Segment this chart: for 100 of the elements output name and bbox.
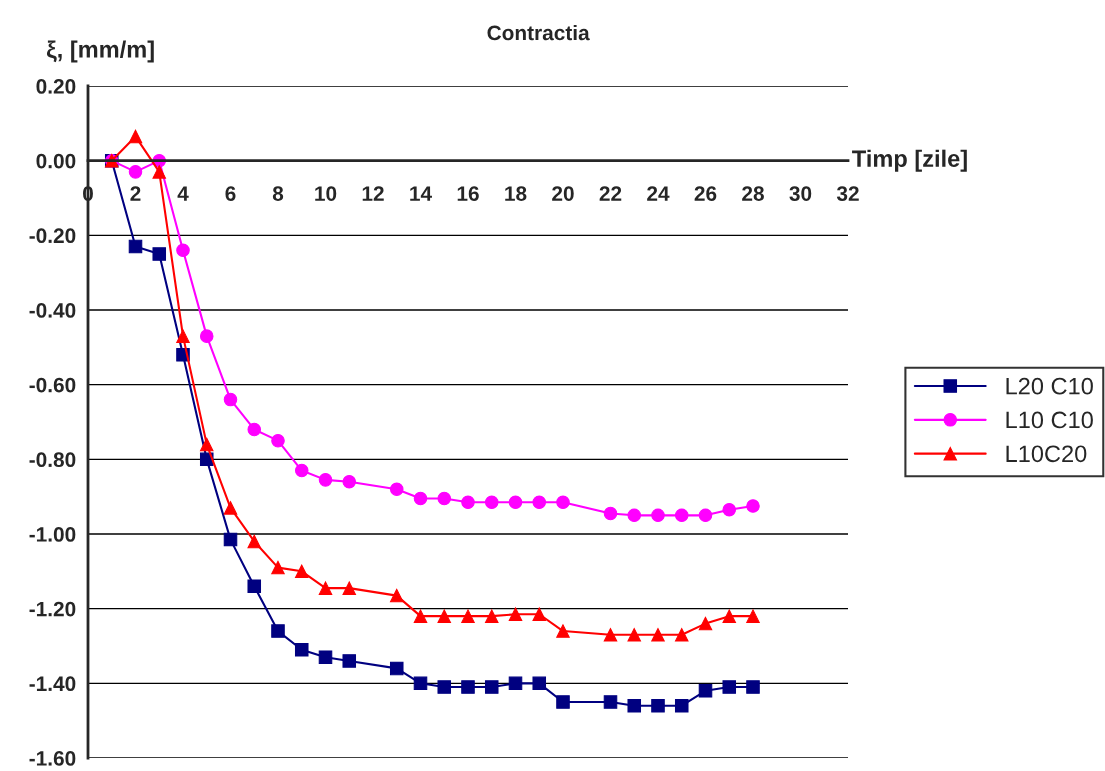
point bbox=[674, 508, 689, 523]
point bbox=[627, 628, 642, 642]
point bbox=[294, 463, 309, 478]
point bbox=[128, 165, 143, 179]
point bbox=[532, 676, 547, 691]
point bbox=[271, 433, 285, 448]
point bbox=[342, 474, 357, 489]
x-tick-label: 30 bbox=[789, 186, 812, 201]
point bbox=[413, 609, 428, 623]
point bbox=[413, 491, 428, 506]
point bbox=[556, 624, 570, 638]
point bbox=[603, 506, 618, 521]
point bbox=[437, 680, 452, 694]
point bbox=[223, 532, 238, 547]
point bbox=[651, 628, 665, 642]
y-axis-title: ξ, [mm/m] bbox=[46, 40, 154, 63]
point bbox=[532, 607, 547, 622]
point bbox=[247, 534, 262, 549]
point bbox=[627, 508, 642, 523]
point bbox=[247, 579, 262, 594]
x-tick-label: 22 bbox=[599, 186, 622, 201]
x-axis-title: Timp [zile] bbox=[852, 149, 967, 172]
point bbox=[413, 676, 428, 691]
legend-label: L10C20 bbox=[1006, 445, 1087, 463]
point bbox=[128, 239, 143, 254]
x-tick-label: 4 bbox=[177, 186, 189, 201]
x-tick-label: 32 bbox=[836, 186, 859, 201]
point bbox=[674, 628, 689, 642]
point bbox=[746, 680, 760, 694]
point bbox=[294, 642, 309, 657]
point bbox=[746, 609, 760, 623]
y-tick-label: -1.40 bbox=[29, 676, 76, 692]
x-tick-label: 28 bbox=[742, 186, 764, 201]
point bbox=[437, 491, 452, 506]
point bbox=[389, 588, 404, 603]
point bbox=[532, 495, 547, 510]
y-tick-label: 0.20 bbox=[36, 79, 76, 94]
point bbox=[199, 437, 214, 452]
x-tick-label: 2 bbox=[130, 186, 141, 201]
y-tick-label: -0.20 bbox=[29, 228, 76, 244]
point bbox=[176, 329, 190, 343]
point bbox=[389, 482, 404, 496]
point bbox=[437, 609, 452, 623]
point bbox=[508, 676, 523, 691]
y-tick-label: -0.40 bbox=[29, 303, 76, 318]
x-tick-label: 18 bbox=[505, 186, 527, 201]
x-tick-label: 6 bbox=[225, 186, 236, 201]
point bbox=[199, 329, 214, 343]
point bbox=[722, 680, 737, 694]
y-tick-label: -1.20 bbox=[29, 601, 76, 617]
point bbox=[152, 247, 167, 261]
x-tick-label: 12 bbox=[362, 186, 384, 201]
point bbox=[603, 628, 618, 642]
point bbox=[508, 607, 523, 622]
point bbox=[722, 609, 737, 623]
point bbox=[698, 684, 713, 698]
x-tick-label: 16 bbox=[457, 186, 479, 201]
point bbox=[342, 581, 357, 595]
x-tick-label: 26 bbox=[694, 186, 717, 201]
point bbox=[603, 695, 618, 709]
point bbox=[651, 698, 665, 713]
point bbox=[508, 495, 523, 510]
point bbox=[484, 609, 499, 623]
point bbox=[484, 680, 499, 694]
point bbox=[223, 501, 238, 515]
point bbox=[128, 129, 143, 144]
point bbox=[746, 499, 760, 513]
point bbox=[698, 616, 713, 631]
point bbox=[342, 654, 357, 668]
point bbox=[461, 680, 475, 694]
point bbox=[271, 560, 285, 575]
y-tick-label: -1.60 bbox=[29, 751, 76, 766]
y-tick-label: -0.60 bbox=[29, 377, 76, 393]
point bbox=[556, 495, 570, 510]
point bbox=[698, 508, 713, 523]
point bbox=[247, 422, 262, 437]
y-tick-label: -0.80 bbox=[29, 452, 76, 468]
point bbox=[318, 650, 333, 664]
point bbox=[556, 695, 570, 709]
x-tick-label: 14 bbox=[410, 186, 432, 201]
point bbox=[152, 165, 167, 179]
y-tick-label: -1.00 bbox=[29, 527, 76, 542]
chart-title: Contractia bbox=[487, 24, 590, 41]
point bbox=[461, 609, 475, 623]
x-tick-label: 10 bbox=[315, 186, 337, 201]
point bbox=[318, 581, 333, 595]
point bbox=[176, 243, 190, 258]
point bbox=[627, 698, 642, 713]
point bbox=[318, 473, 333, 487]
point bbox=[484, 495, 499, 510]
point bbox=[461, 495, 475, 510]
point bbox=[271, 624, 285, 638]
x-tick-label: 8 bbox=[272, 186, 284, 201]
point bbox=[651, 508, 665, 523]
point bbox=[223, 392, 238, 407]
legend-label: L10 C10 bbox=[1006, 411, 1093, 429]
point bbox=[389, 661, 404, 676]
legend-label: L20 C10 bbox=[1006, 377, 1093, 395]
point bbox=[674, 698, 689, 713]
x-tick-label: 24 bbox=[647, 186, 670, 201]
